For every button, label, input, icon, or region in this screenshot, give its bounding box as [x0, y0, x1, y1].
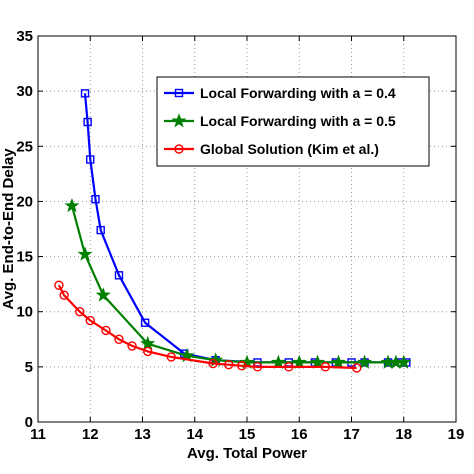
- data-point: [320, 362, 331, 372]
- data-point: [101, 325, 111, 336]
- y-tick-label: 15: [16, 249, 33, 266]
- data-point: [166, 352, 176, 362]
- data-point: [80, 89, 90, 98]
- data-point: [64, 197, 80, 213]
- x-tick-label: 17: [343, 426, 360, 443]
- data-point: [143, 346, 153, 357]
- y-tick-label: 25: [16, 138, 33, 155]
- data-point: [85, 315, 95, 326]
- legend-label: Global Solution (Kim et al.): [200, 141, 379, 157]
- data-point: [270, 354, 286, 369]
- data-point: [54, 280, 64, 290]
- ticks: 11 12 13 14 15 16 17 18 19 0 5 10 15 20 25 30 35: [16, 28, 464, 443]
- y-axis-label: Avg. End-to-End Delay: [0, 148, 17, 310]
- legend-label: Local Forwarding with a = 0.5: [200, 113, 396, 129]
- x-tick-label: 14: [186, 426, 203, 443]
- data-point: [237, 361, 247, 371]
- data-point: [310, 354, 326, 369]
- data-point: [224, 359, 234, 370]
- data-point: [357, 354, 373, 369]
- y-tick-label: 5: [25, 359, 33, 376]
- y-tick-label: 0: [25, 414, 33, 431]
- data-point: [95, 287, 111, 302]
- data-point: [208, 358, 218, 369]
- data-point: [114, 271, 124, 280]
- y-tick-label: 20: [16, 193, 33, 210]
- data-point: [75, 307, 85, 317]
- data-point: [291, 354, 307, 369]
- x-tick-label: 12: [82, 426, 99, 443]
- legend-swatch-marker: [174, 88, 184, 98]
- legend-label: Local Forwarding with a = 0.4: [200, 85, 396, 101]
- series-line: [57, 284, 357, 370]
- y-tick-label: 10: [16, 304, 33, 321]
- legend-swatch-marker: [171, 113, 187, 128]
- legend-entry: Local Forwarding with a = 0.5: [164, 113, 396, 129]
- data-point: [83, 117, 92, 127]
- data-point: [352, 363, 362, 373]
- y-tick-label: 30: [16, 83, 33, 100]
- data-point: [330, 354, 346, 369]
- series-3: [54, 280, 362, 373]
- data-point: [284, 362, 294, 372]
- y-tick-label: 35: [16, 28, 33, 45]
- x-tick-label: 18: [395, 426, 412, 443]
- x-tick-label: 13: [134, 426, 151, 443]
- series-2: [64, 197, 412, 369]
- series-layer: [54, 89, 412, 373]
- data-point: [127, 341, 137, 351]
- x-tick-label: 19: [448, 426, 465, 443]
- data-point: [59, 290, 69, 300]
- data-point: [252, 362, 263, 372]
- x-tick-label: 11: [30, 426, 46, 443]
- data-point: [114, 334, 124, 344]
- data-point: [396, 354, 412, 369]
- x-tick-label: 16: [291, 426, 308, 443]
- legend-box: [156, 76, 430, 167]
- data-point: [96, 225, 105, 235]
- data-point: [140, 318, 150, 327]
- x-tick-label: 15: [239, 426, 256, 443]
- legend-entry: Local Forwarding with a = 0.4: [164, 85, 396, 101]
- legend-swatch-marker: [174, 144, 184, 154]
- data-point: [140, 335, 156, 351]
- data-point: [86, 155, 95, 164]
- x-axis-label: Avg. Total Power: [187, 445, 307, 462]
- legend: Local Forwarding with a = 0.4 Local Forwa…: [156, 76, 430, 167]
- legend-entry: Global Solution (Kim et al.): [164, 141, 379, 157]
- data-point: [77, 246, 93, 261]
- data-point: [91, 195, 100, 204]
